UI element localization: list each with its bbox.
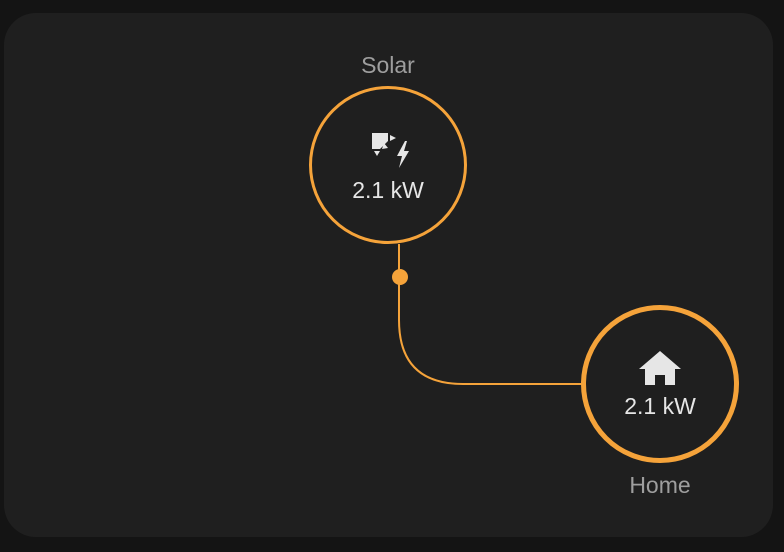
solar-power-icon — [364, 127, 412, 171]
solar-power-value: 2.1 kW — [352, 176, 424, 203]
home-power-value: 2.1 kW — [624, 392, 696, 419]
home-node[interactable]: 2.1 kW — [581, 305, 739, 463]
solar-label: Solar — [361, 52, 415, 78]
solar-node[interactable]: 2.1 kW — [309, 86, 467, 244]
home-label: Home — [629, 472, 691, 498]
home-icon — [638, 349, 682, 387]
